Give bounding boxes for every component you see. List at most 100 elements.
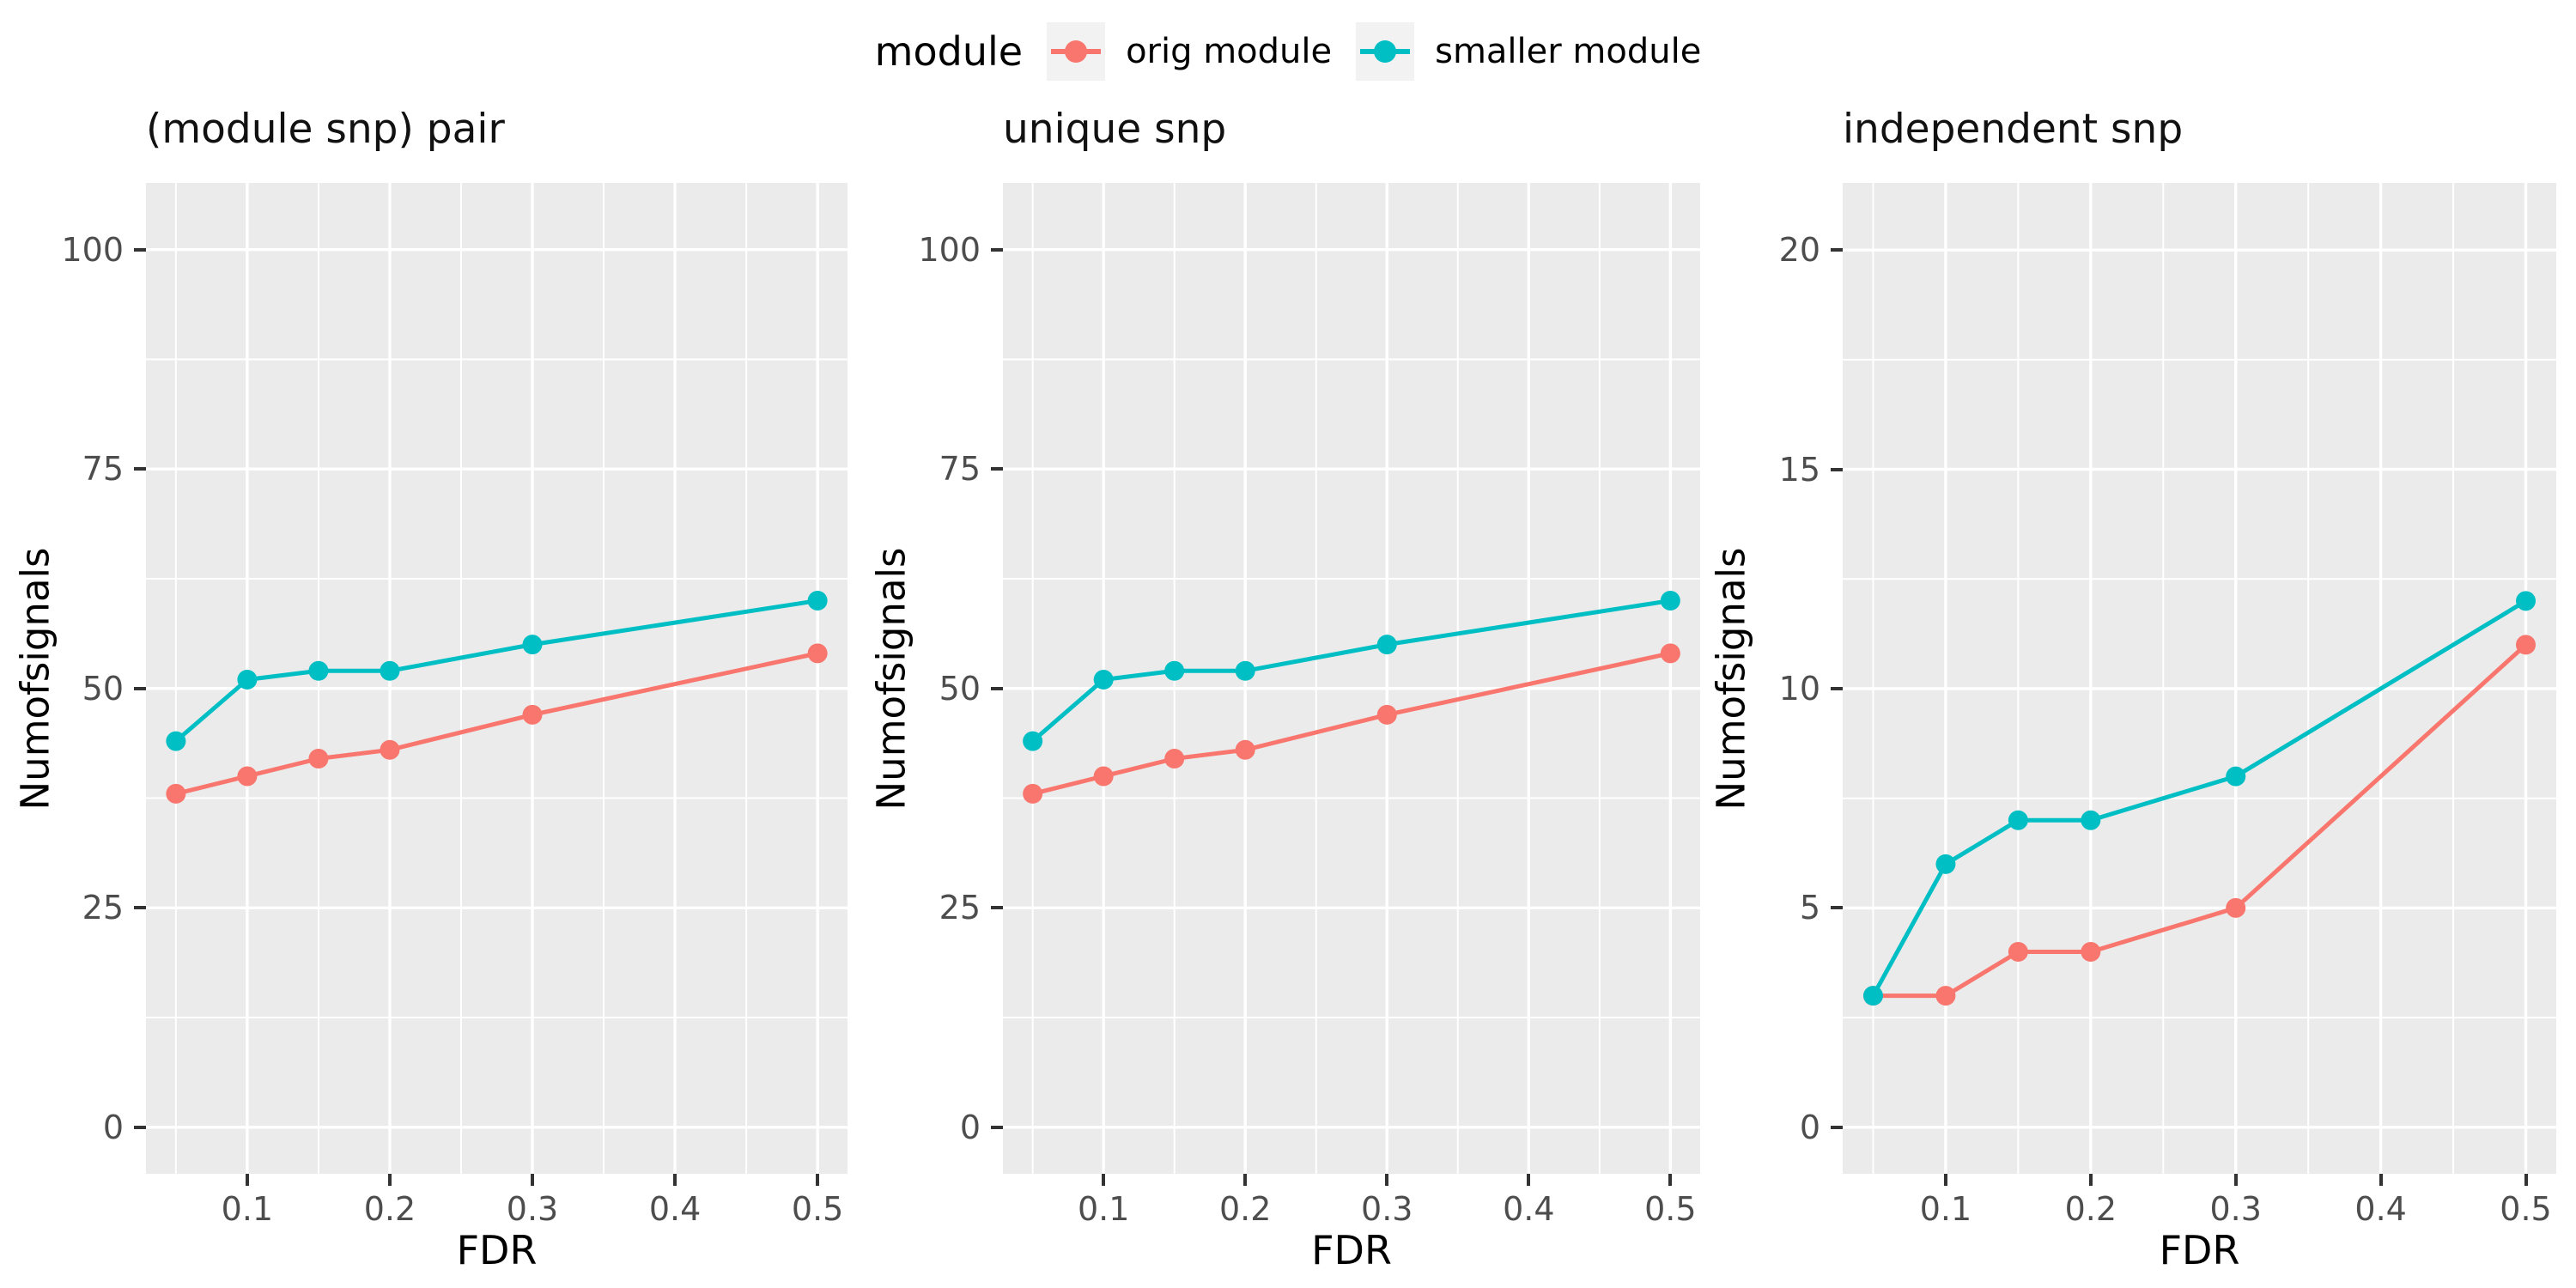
y-axis-tick-mark: [1831, 906, 1843, 910]
legend-key-orig-module-icon: [1047, 22, 1106, 81]
y-axis-tick-label: 0: [1799, 1108, 1820, 1146]
data-point-orig-module: [2081, 942, 2101, 963]
x-axis-tick-mark: [1243, 1174, 1248, 1186]
data-point-smaller-module: [1935, 854, 1956, 874]
x-axis-tick-label: 0.1: [1077, 1190, 1130, 1228]
y-axis-tick-label: 50: [82, 669, 124, 708]
data-point-smaller-module: [1660, 591, 1680, 611]
x-axis-tick-label: 0.1: [1919, 1190, 1972, 1228]
x-axis-tick-label: 0.3: [1361, 1190, 1413, 1228]
y-axis-tick-mark: [134, 686, 146, 690]
y-axis-tick-label: 10: [1778, 670, 1820, 708]
data-point-smaller-module: [1235, 660, 1255, 681]
x-axis-tick-mark: [1527, 1174, 1531, 1186]
data-point-smaller-module: [1164, 660, 1185, 681]
x-axis-title: FDR: [2159, 1227, 2240, 1273]
y-axis-tick-label: 15: [1778, 450, 1820, 489]
x-axis-tick-mark: [673, 1174, 677, 1186]
legend-key-point: [1065, 40, 1088, 63]
x-axis-tick-label: 0.2: [2064, 1190, 2117, 1228]
panel-background: [1843, 183, 2556, 1174]
data-point-smaller-module: [166, 731, 186, 751]
data-point-orig-module: [166, 783, 186, 804]
data-point-orig-module: [1935, 986, 1956, 1006]
y-axis-tick-label: 100: [61, 230, 124, 269]
y-axis-tick-mark: [134, 247, 146, 252]
data-point-smaller-module: [308, 660, 329, 681]
y-axis-tick-label: 100: [918, 230, 981, 269]
y-axis-tick-label: 50: [939, 669, 981, 708]
y-axis-tick-label: 75: [939, 450, 981, 489]
data-point-orig-module: [1023, 783, 1043, 804]
y-axis-tick-mark: [1831, 467, 1843, 471]
data-point-smaller-module: [380, 660, 400, 681]
y-axis-tick-mark: [991, 686, 1003, 690]
data-point-orig-module: [1376, 704, 1397, 725]
panel-independent-snp: [1843, 183, 2556, 1174]
data-point-smaller-module: [1093, 670, 1114, 690]
y-axis-tick-mark: [1831, 687, 1843, 690]
y-axis-tick-mark: [1831, 1125, 1843, 1129]
x-axis-tick-mark: [531, 1174, 534, 1186]
x-axis-tick-label: 0.2: [1219, 1190, 1272, 1228]
x-axis-tick-label: 0.4: [648, 1190, 702, 1228]
data-point-orig-module: [1660, 643, 1680, 664]
x-axis-tick-label: 0.5: [2500, 1190, 2552, 1228]
data-line-orig-module: [175, 651, 818, 796]
data-point-smaller-module: [237, 670, 258, 690]
data-point-smaller-module: [1376, 635, 1397, 655]
x-axis-tick-mark: [1102, 1174, 1106, 1186]
data-point-smaller-module: [2008, 810, 2028, 830]
facet-title-independent-snp: independent snp: [1843, 106, 2184, 153]
x-axis-title: FDR: [456, 1227, 538, 1273]
facet-title-module-snp-pair: (module snp) pair: [146, 106, 505, 153]
data-point-smaller-module: [2516, 591, 2537, 611]
y-axis-tick-label: 25: [939, 889, 981, 927]
x-axis-tick-label: 0.3: [2209, 1190, 2262, 1228]
x-axis-tick-mark: [816, 1174, 820, 1186]
data-point-orig-module: [807, 643, 828, 664]
data-point-smaller-module: [2081, 810, 2101, 830]
x-axis-tick-mark: [1943, 1174, 1947, 1186]
data-point-smaller-module: [1023, 731, 1043, 751]
y-axis-tick-mark: [1831, 248, 1843, 252]
x-axis-tick-mark: [245, 1174, 249, 1186]
data-point-orig-module: [522, 704, 543, 725]
y-axis-tick-mark: [991, 467, 1003, 471]
x-axis-tick-label: 0.4: [2354, 1190, 2407, 1228]
x-axis-tick-mark: [387, 1174, 392, 1186]
y-axis-tick-mark: [991, 906, 1003, 910]
y-axis-tick-mark: [134, 1125, 146, 1129]
facet-title-unique-snp: unique snp: [1003, 106, 1227, 153]
x-axis-tick-mark: [1385, 1174, 1389, 1186]
y-axis-tick-label: 75: [82, 450, 124, 489]
x-axis-tick-mark: [2379, 1174, 2383, 1186]
y-axis-tick-label: 25: [82, 889, 124, 927]
data-point-orig-module: [2226, 897, 2246, 918]
data-point-smaller-module: [807, 591, 828, 611]
x-axis-tick-label: 0.3: [506, 1190, 559, 1228]
data-line-orig-module: [1873, 643, 2528, 999]
x-axis-title: FDR: [1311, 1227, 1392, 1273]
y-axis-tick-label: 20: [1778, 231, 1820, 270]
data-point-orig-module: [1093, 766, 1114, 787]
x-axis-tick-label: 0.5: [791, 1190, 844, 1228]
legend-item-orig-module: orig module: [1047, 22, 1332, 81]
x-axis-tick-mark: [1668, 1174, 1673, 1186]
x-axis-tick-label: 0.2: [363, 1190, 416, 1228]
y-axis-tick-mark: [134, 906, 146, 910]
data-point-orig-module: [308, 749, 329, 769]
data-point-orig-module: [2516, 635, 2537, 655]
x-axis-tick-mark: [2524, 1174, 2528, 1186]
legend-key-smaller-module-icon: [1356, 22, 1415, 81]
legend-item-smaller-module: smaller module: [1356, 22, 1701, 81]
data-point-orig-module: [237, 766, 258, 787]
legend-label-orig-module: orig module: [1126, 32, 1333, 71]
y-axis-tick-label: 5: [1799, 889, 1820, 927]
y-axis-tick-mark: [991, 247, 1003, 252]
legend-title: module: [874, 28, 1024, 75]
data-line-orig-module: [1032, 651, 1671, 796]
panel-unique-snp: [1003, 183, 1700, 1174]
x-axis-tick-mark: [2233, 1174, 2238, 1186]
